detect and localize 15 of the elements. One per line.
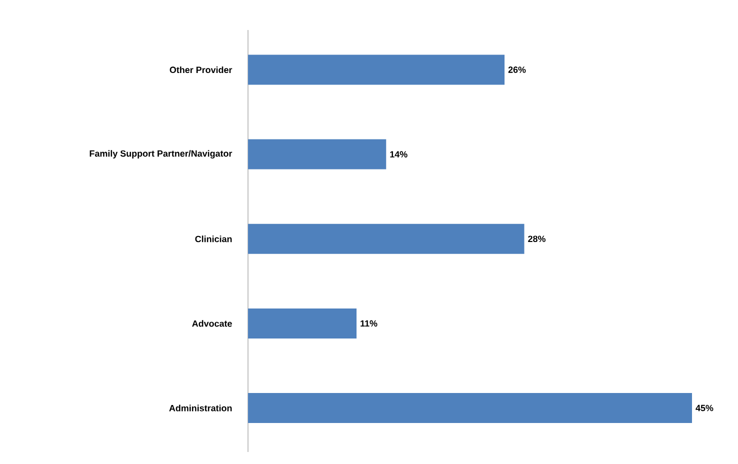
data-label: 14% <box>390 151 408 158</box>
data-label: 26% <box>508 66 526 73</box>
data-label: 45% <box>696 404 714 412</box>
bar <box>248 139 386 170</box>
bar <box>248 393 692 424</box>
y-tick-label: Other Provider <box>170 66 232 74</box>
y-tick-label: Advocate <box>192 320 232 327</box>
y-tick-label: Administration <box>169 404 232 412</box>
data-label: 11% <box>360 320 378 327</box>
bar <box>248 54 505 85</box>
y-tick-label: Family Support Partner/Navigator <box>90 150 232 159</box>
bar <box>248 224 524 254</box>
y-tick-label: Clinician <box>195 236 232 242</box>
bar <box>248 308 357 338</box>
data-label: 28% <box>528 236 546 242</box>
